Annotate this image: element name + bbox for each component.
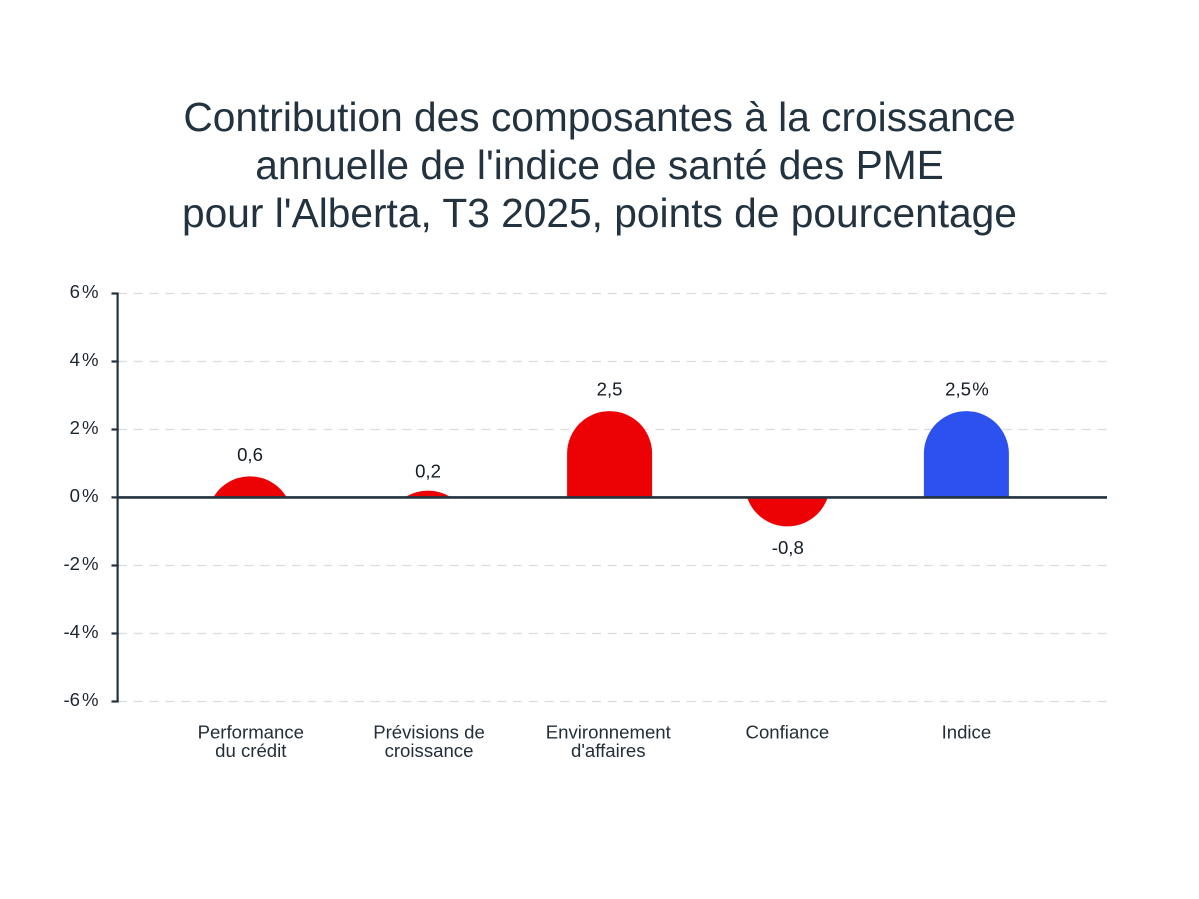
svg-text:-0,8: -0,8 (772, 537, 804, 558)
svg-text:0,2: 0,2 (415, 461, 441, 482)
svg-text:-6: -6 (63, 689, 80, 710)
svg-text:%: % (972, 379, 989, 400)
svg-text:%: % (82, 281, 99, 302)
svg-text:-4: -4 (63, 621, 80, 642)
svg-text:0: 0 (70, 485, 80, 506)
svg-text:4: 4 (70, 349, 80, 370)
svg-text:Indice: Indice (942, 722, 992, 743)
svg-text:Performance: Performance (198, 722, 304, 743)
svg-text:6: 6 (70, 281, 80, 302)
svg-text:%: % (82, 349, 99, 370)
svg-text:Prévisions de: Prévisions de (373, 722, 485, 743)
svg-text:Environnement: Environnement (546, 722, 672, 743)
svg-text:2,5: 2,5 (597, 379, 623, 400)
svg-text:0,6: 0,6 (237, 444, 263, 465)
svg-text:Confiance: Confiance (746, 722, 830, 743)
svg-text:%: % (82, 689, 99, 710)
svg-text:annuelle de l'indice de santé: annuelle de l'indice de santé des PME (255, 142, 944, 188)
svg-text:%: % (82, 621, 99, 642)
svg-text:%: % (82, 553, 99, 574)
svg-text:%: % (82, 417, 99, 438)
svg-text:pour l'Alberta, T3 2025, point: pour l'Alberta, T3 2025, points de pourc… (182, 190, 1017, 236)
svg-text:2,5: 2,5 (945, 379, 971, 400)
svg-text:-2: -2 (63, 553, 80, 574)
svg-text:2: 2 (70, 417, 80, 438)
svg-text:croissance: croissance (385, 740, 474, 761)
svg-text:Contribution des composantes à: Contribution des composantes à la croiss… (183, 94, 1015, 140)
svg-text:%: % (82, 485, 99, 506)
svg-text:d'affaires: d'affaires (571, 740, 646, 761)
svg-text:du crédit: du crédit (215, 740, 287, 761)
